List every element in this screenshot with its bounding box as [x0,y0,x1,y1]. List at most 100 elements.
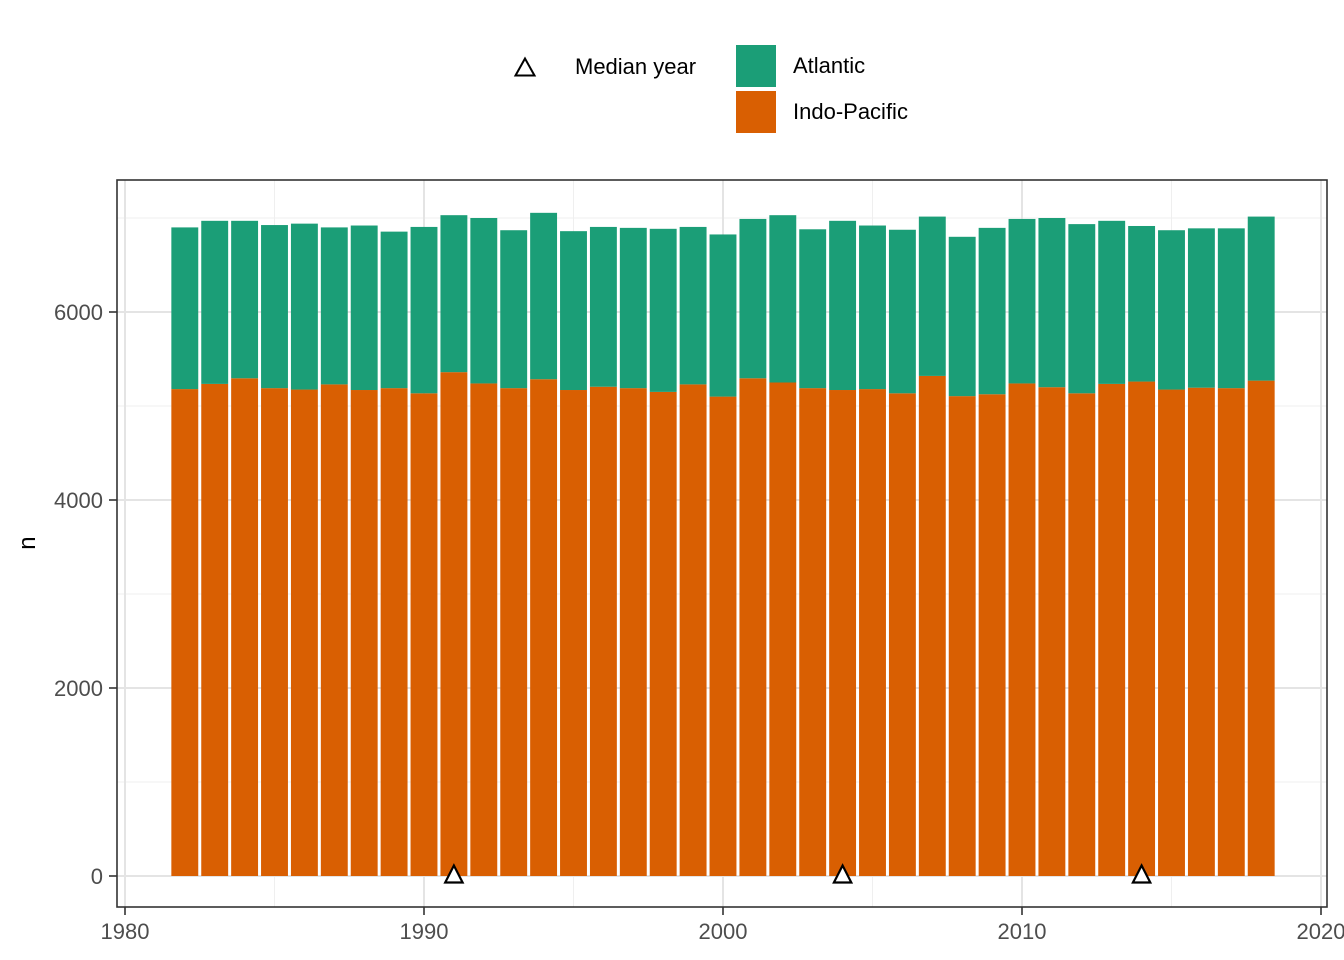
bar-indo-pacific-1995 [560,390,587,876]
bar-indo-pacific-2009 [978,394,1006,876]
bar-indo-pacific-2004 [829,390,857,876]
bar-atlantic-1982 [171,227,199,390]
bar-atlantic-2013 [1098,220,1126,384]
y-tick-label: 2000 [54,676,103,701]
atlantic-swatch [736,45,776,87]
panel-border [116,179,1328,908]
bar-atlantic-2016 [1187,228,1215,388]
bar-indo-pacific-2016 [1187,387,1215,876]
bar-atlantic-2010 [1008,218,1036,384]
bar-indo-pacific-2001 [739,378,767,876]
bar-indo-pacific-1983 [201,383,229,876]
bar-indo-pacific-2005 [859,389,886,876]
bar-atlantic-1985 [261,225,288,389]
bar-indo-pacific-2014 [1128,381,1156,876]
bar-indo-pacific-1998 [649,391,677,876]
bar-indo-pacific-2015 [1158,389,1185,876]
bar-atlantic-1993 [500,230,528,389]
bar-atlantic-2012 [1068,224,1096,394]
bar-indo-pacific-2010 [1008,383,1036,876]
bar-indo-pacific-2002 [769,382,797,876]
x-tick-label: 2000 [699,919,748,944]
bar-atlantic-1988 [350,225,378,391]
bar-indo-pacific-1984 [231,378,259,876]
bar-indo-pacific-1994 [530,379,558,876]
bar-indo-pacific-1990 [410,393,438,876]
bar-atlantic-1998 [649,228,677,392]
bar-indo-pacific-2008 [948,396,976,876]
bar-atlantic-2005 [859,225,886,390]
bar-atlantic-1992 [470,218,498,384]
bar-atlantic-1999 [679,226,707,385]
bar-indo-pacific-1987 [320,384,348,876]
bar-atlantic-1984 [231,220,259,379]
bar-indo-pacific-2013 [1098,383,1126,876]
bar-atlantic-2006 [888,229,916,394]
y-tick-label: 6000 [54,300,103,325]
bar-indo-pacific-2007 [918,375,946,876]
bar-atlantic-2018 [1247,216,1275,381]
median-year-marker-2004 [832,863,854,884]
x-tick-label: 1990 [400,919,449,944]
median-year-marker-2014 [1131,863,1153,884]
bar-indo-pacific-2018 [1247,380,1275,876]
x-tick-label: 2010 [998,919,1047,944]
bar-indo-pacific-1992 [470,383,498,876]
median-year-marker-1991 [443,863,465,884]
legend-item-atlantic: Atlantic [736,45,908,87]
y-tick-label: 4000 [54,488,103,513]
bar-atlantic-1995 [560,231,587,391]
x-tick-label: 1980 [101,919,150,944]
bar-atlantic-1991 [440,215,468,373]
bar-atlantic-2009 [978,227,1006,395]
bar-atlantic-2008 [948,236,976,397]
bar-indo-pacific-1985 [261,388,288,876]
bar-indo-pacific-2017 [1217,388,1245,876]
bar-indo-pacific-2011 [1038,387,1066,876]
bar-atlantic-2014 [1128,225,1156,382]
bar-indo-pacific-2006 [888,393,916,876]
bar-atlantic-1997 [619,227,647,389]
bar-indo-pacific-1989 [380,388,408,876]
legend-item-indo-pacific: Indo-Pacific [736,91,908,133]
legend-median-label: Median year [575,54,697,79]
bar-atlantic-2017 [1217,228,1245,389]
bar-atlantic-2003 [799,229,827,389]
bar-atlantic-1986 [290,223,318,390]
bar-atlantic-2002 [769,215,797,383]
bar-atlantic-2000 [709,234,737,397]
bar-atlantic-2011 [1038,218,1066,388]
legend-indo-pacific-label: Indo-Pacific [793,99,908,124]
bar-indo-pacific-2012 [1068,393,1096,876]
legend-atlantic-label: Atlantic [793,53,866,78]
bar-indo-pacific-1982 [171,389,199,876]
bar-atlantic-1996 [589,226,617,387]
bar-indo-pacific-2003 [799,388,827,876]
triangle-icon [513,56,537,77]
x-tick-label: 2020 [1297,919,1344,944]
bar-indo-pacific-1999 [679,384,707,876]
bar-indo-pacific-1997 [619,388,647,876]
bar-indo-pacific-1993 [500,388,528,876]
bar-atlantic-1994 [530,212,558,380]
bar-indo-pacific-1996 [589,386,617,876]
bar-atlantic-2007 [918,216,946,376]
bar-indo-pacific-1986 [290,389,318,876]
y-axis-title: n [14,536,41,550]
indo-pacific-swatch [736,91,776,133]
bar-indo-pacific-1991 [440,372,468,876]
bar-atlantic-1987 [320,227,348,385]
legend-fill-items: Atlantic Indo-Pacific [736,45,908,133]
bar-atlantic-2004 [829,220,857,391]
y-tick-label: 0 [91,864,103,889]
bar-indo-pacific-2000 [709,396,737,876]
bar-atlantic-2001 [739,218,767,379]
bar-atlantic-1983 [201,220,229,384]
bar-indo-pacific-1988 [350,390,378,876]
legend-median-year: Median year [512,50,696,84]
bar-atlantic-1989 [380,231,408,389]
bar-atlantic-2015 [1158,230,1185,390]
bar-atlantic-1990 [410,226,438,394]
